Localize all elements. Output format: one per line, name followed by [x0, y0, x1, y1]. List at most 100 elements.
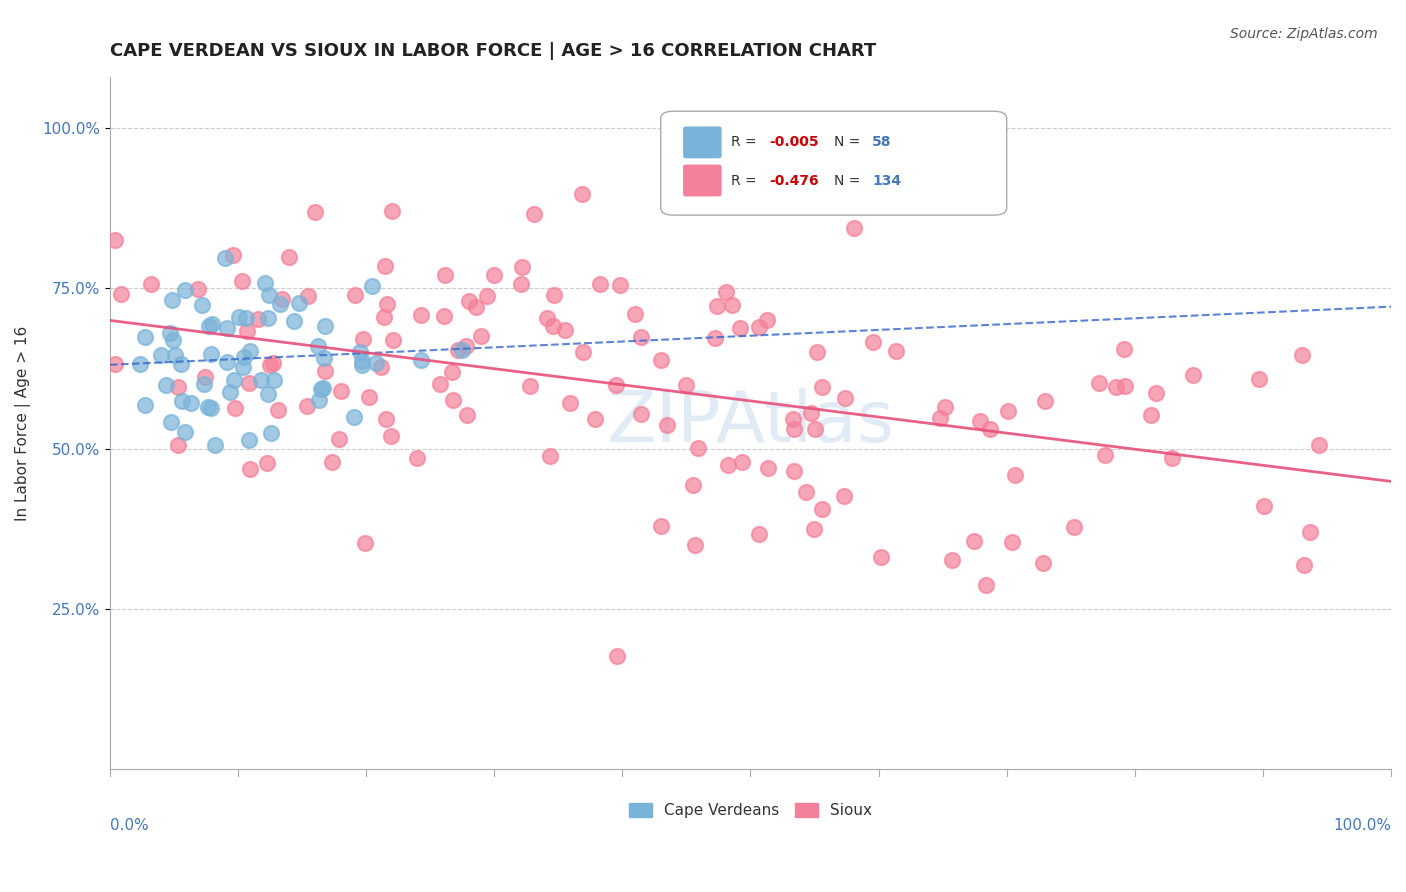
- Point: [239, 462, 262, 476]
- Point: [256, 456, 278, 470]
- Point: [1160, 450, 1182, 465]
- Point: [224, 373, 246, 387]
- Point: [1032, 556, 1054, 570]
- Point: [174, 284, 197, 298]
- Point: [380, 429, 402, 443]
- Point: [191, 298, 214, 312]
- Point: [1182, 368, 1205, 382]
- Point: [523, 207, 546, 221]
- Point: [187, 281, 209, 295]
- Point: [538, 449, 561, 463]
- Point: [624, 307, 647, 321]
- Point: [307, 338, 329, 352]
- Point: [756, 461, 779, 475]
- Point: [429, 376, 451, 391]
- Point: [259, 359, 281, 373]
- Point: [350, 358, 373, 372]
- Point: [374, 411, 396, 425]
- Point: [312, 382, 335, 396]
- Point: [314, 364, 336, 378]
- Point: [406, 451, 429, 466]
- Text: ZIPAtlas: ZIPAtlas: [606, 388, 894, 458]
- Text: 58: 58: [872, 136, 891, 149]
- Point: [794, 484, 817, 499]
- Point: [683, 538, 706, 552]
- Point: [354, 536, 377, 550]
- Point: [630, 407, 652, 421]
- Point: [141, 277, 163, 292]
- Point: [160, 293, 183, 308]
- Point: [159, 326, 181, 340]
- Point: [571, 344, 593, 359]
- Point: [1291, 348, 1313, 362]
- Point: [583, 411, 606, 425]
- Point: [200, 401, 222, 416]
- Point: [783, 422, 806, 436]
- Point: [714, 285, 737, 299]
- Text: 134: 134: [872, 174, 901, 187]
- Point: [832, 489, 855, 503]
- Point: [470, 328, 492, 343]
- Point: [201, 318, 224, 332]
- Point: [606, 649, 628, 664]
- Point: [204, 438, 226, 452]
- Text: CAPE VERDEAN VS SIOUX IN LABOR FORCE | AGE > 16 CORRELATION CHART: CAPE VERDEAN VS SIOUX IN LABOR FORCE | A…: [110, 42, 876, 60]
- Point: [134, 329, 156, 343]
- Point: [259, 426, 281, 441]
- Point: [997, 404, 1019, 418]
- Point: [357, 390, 380, 404]
- Point: [267, 403, 290, 417]
- Point: [110, 287, 132, 301]
- Point: [374, 259, 396, 273]
- Point: [543, 287, 565, 301]
- Point: [704, 331, 727, 345]
- Point: [239, 343, 262, 358]
- Point: [588, 277, 610, 291]
- Point: [782, 411, 804, 425]
- Point: [328, 432, 350, 446]
- Point: [217, 354, 239, 368]
- Point: [811, 501, 834, 516]
- Point: [314, 319, 336, 334]
- Point: [1144, 385, 1167, 400]
- Point: [160, 415, 183, 429]
- Point: [804, 422, 827, 436]
- Point: [862, 335, 884, 350]
- Y-axis label: In Labor Force | Age > 16: In Labor Force | Age > 16: [15, 326, 31, 521]
- Point: [1299, 525, 1322, 540]
- Point: [884, 344, 907, 359]
- Point: [170, 394, 193, 409]
- Point: [465, 300, 488, 314]
- Point: [756, 312, 779, 326]
- Point: [343, 410, 366, 425]
- Point: [728, 321, 751, 335]
- Text: R =: R =: [731, 174, 761, 187]
- Point: [349, 345, 371, 359]
- Point: [433, 309, 456, 323]
- Point: [554, 323, 576, 337]
- Point: [409, 353, 432, 368]
- Point: [1001, 535, 1024, 549]
- Point: [375, 296, 398, 310]
- Point: [224, 401, 246, 416]
- Point: [1139, 409, 1161, 423]
- Point: [180, 396, 202, 410]
- Point: [870, 549, 893, 564]
- Point: [232, 359, 254, 374]
- Point: [650, 353, 672, 368]
- Point: [976, 577, 998, 591]
- Point: [194, 370, 217, 384]
- Point: [748, 527, 770, 541]
- Text: N =: N =: [834, 136, 865, 149]
- Point: [352, 332, 374, 346]
- Point: [214, 251, 236, 265]
- Point: [162, 334, 184, 348]
- Point: [447, 343, 470, 357]
- Point: [433, 268, 456, 282]
- Point: [409, 308, 432, 322]
- Point: [314, 351, 336, 365]
- Point: [309, 383, 332, 397]
- FancyBboxPatch shape: [683, 128, 721, 158]
- Point: [170, 357, 193, 371]
- Point: [238, 433, 260, 447]
